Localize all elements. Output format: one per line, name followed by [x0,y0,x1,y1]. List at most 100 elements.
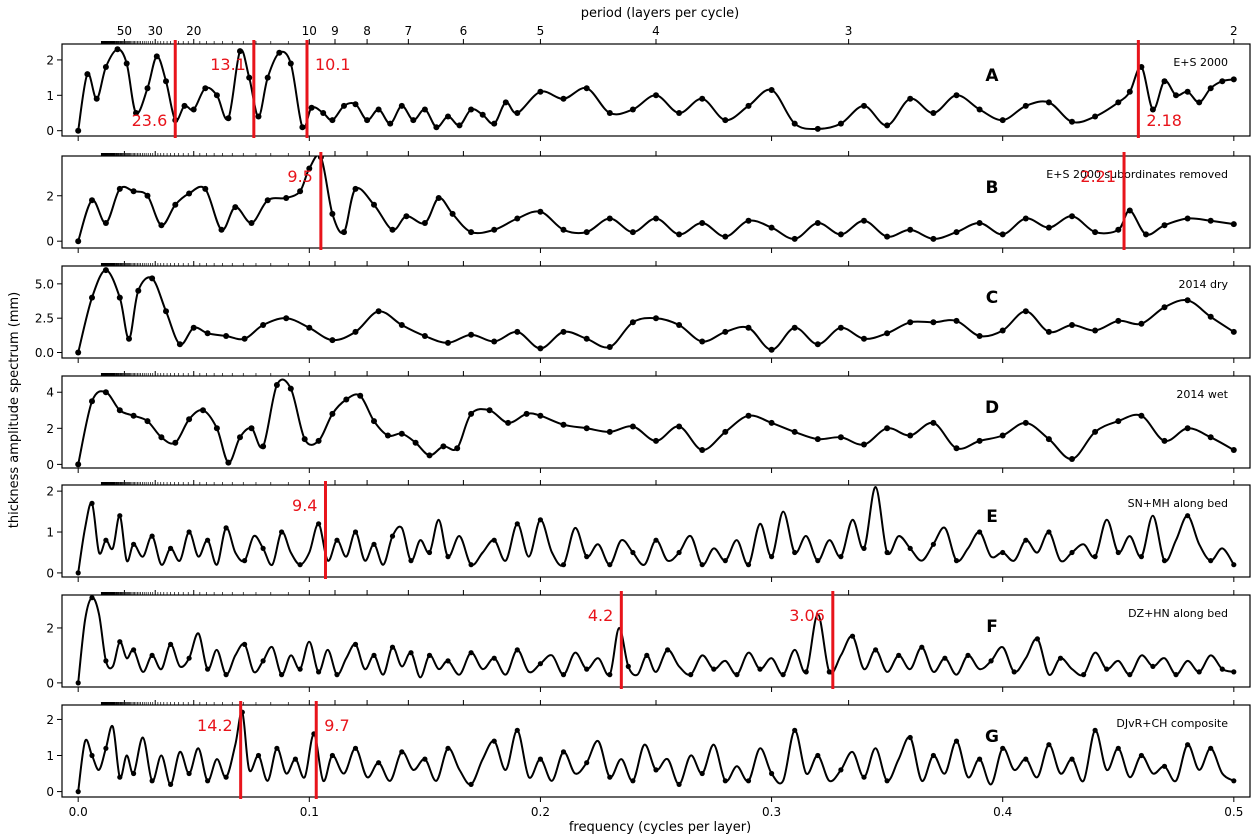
data-point [1230,447,1237,453]
data-point [630,778,636,784]
data-point [607,562,613,568]
data-point [491,655,497,661]
data-point [205,778,211,784]
data-point [919,644,925,650]
data-point [237,48,243,55]
y-tick-label: 0 [46,235,54,249]
data-point [814,125,821,132]
data-point [745,217,752,224]
data-point [398,102,405,109]
series-label: 2014 dry [1178,278,1228,291]
data-point [168,545,174,552]
data-point [1161,304,1168,311]
data-point [953,558,960,564]
data-point [734,672,740,678]
data-point [722,558,728,564]
panel-letter: D [985,398,999,418]
data-point [299,124,306,131]
data-point [814,220,821,226]
data-point [1115,99,1122,106]
peak-marker-label: 2.21 [1080,167,1116,186]
data-point [297,666,303,672]
y-tick-label: 1 [46,749,54,763]
data-point [606,110,613,116]
y-tick-label: 0 [46,124,54,138]
data-point [1045,436,1052,443]
data-point [1069,118,1075,125]
data-point [514,727,520,733]
panel-letter: F [986,617,998,637]
data-point [1149,106,1156,113]
data-point [745,412,752,419]
data-point [988,658,994,664]
data-point [117,639,123,645]
data-point [399,749,405,755]
data-point [412,439,419,446]
data-point [722,117,729,124]
data-point [421,220,428,226]
series-label: E+S 2000 subordinates removed [1046,168,1228,181]
data-point [514,110,521,116]
x-tick-label: 0.2 [531,805,550,819]
peak-marker-label: 4.2 [588,606,613,625]
data-point [1161,763,1168,769]
data-point [1138,752,1144,759]
data-point [283,315,290,322]
data-point [838,767,844,773]
data-point [375,106,382,113]
data-point [769,770,775,777]
data-point [514,328,521,335]
data-point [75,238,82,245]
peak-marker-label: 2.18 [1146,111,1182,130]
series-line [77,596,1235,684]
data-point [607,672,613,678]
y-tick-label: 0.0 [35,346,54,360]
y-tick-label: 2 [46,713,54,727]
data-point [1115,226,1122,233]
data-point [163,308,169,315]
data-point [153,53,160,60]
data-point [468,106,475,113]
data-point [329,117,336,124]
data-point [1034,636,1040,642]
top-tick-label: 9 [331,24,339,38]
data-point [676,322,683,328]
data-point [849,633,856,639]
data-point [375,308,382,315]
data-point [223,333,230,339]
data-point [1161,558,1168,564]
data-point [861,102,867,109]
data-point [606,344,613,350]
data-point [1000,745,1006,751]
data-point [1115,418,1122,425]
data-point [560,562,567,568]
series-group [75,709,1237,795]
data-point [260,322,267,328]
data-point [884,122,891,129]
data-point [1150,663,1156,670]
data-point [537,517,544,523]
data-point [371,541,377,547]
data-point [826,669,832,675]
data-point [102,267,109,274]
y-tick-label: 2 [46,422,54,436]
data-point [144,418,151,425]
data-point [629,319,636,326]
data-point [560,672,567,678]
data-point [653,537,659,543]
data-point [607,774,613,780]
data-point [861,335,867,342]
series-label: 2014 wet [1176,388,1228,401]
data-point [1138,412,1145,419]
data-point [334,672,340,678]
data-point [242,558,248,564]
panel-frame [61,594,1251,688]
data-point [629,106,636,113]
data-point [537,345,544,352]
data-point [93,95,100,102]
data-point [1219,666,1225,672]
data-point [861,217,867,224]
data-point [976,106,983,113]
data-point [1045,328,1052,335]
